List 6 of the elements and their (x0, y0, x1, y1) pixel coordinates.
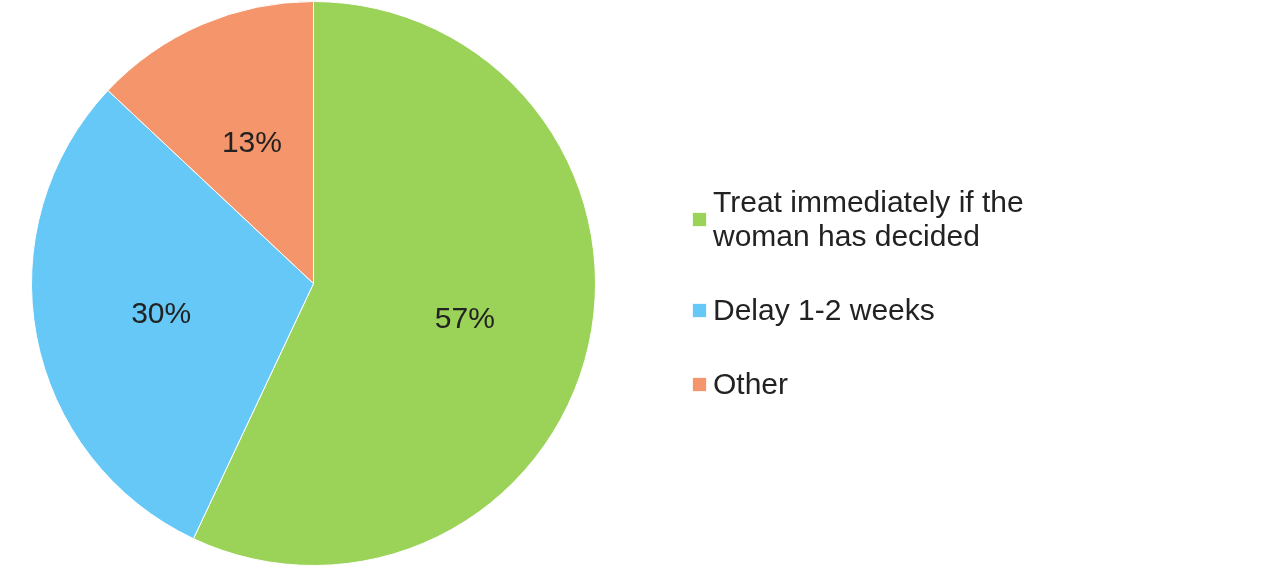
legend-label: Delay 1-2 weeks (713, 293, 935, 327)
data-label: 57% (434, 300, 495, 334)
legend-label: Other (713, 367, 789, 401)
legend-label: Treat immediately if the woman has decided (713, 185, 1024, 253)
data-label: 13% (221, 124, 282, 158)
data-label: 30% (131, 296, 192, 330)
